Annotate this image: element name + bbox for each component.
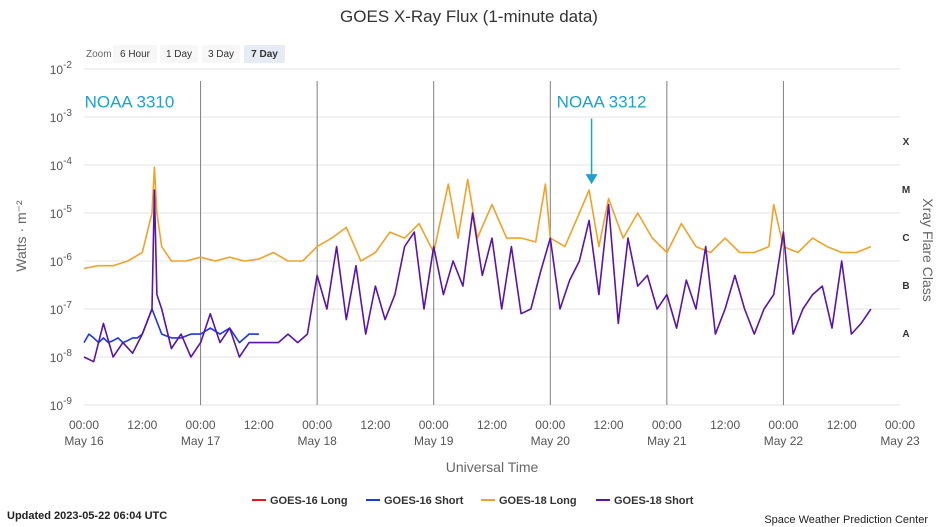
zoom-controls: Zoom 6 Hour 1 Day 3 Day 7 Day [86,45,285,63]
plot-series [83,166,872,363]
y-tick-label: 10-9 [50,396,73,413]
zoom-1-day-button[interactable]: 1 Day [160,45,198,63]
updated-timestamp: Updated 2023-05-22 06:04 UTC [7,510,167,522]
legend: GOES-16 Long GOES-16 Short GOES-18 Long GOE… [252,495,694,507]
x-tick-time-label: 00:00 [302,418,332,432]
y-tick-label: 10-8 [50,348,73,365]
x-axis-title: Universal Time [446,459,539,475]
x-tick-time-label: 00:00 [535,418,565,432]
legend-item-label: GOES-16 Long [270,495,348,507]
legend-item-label: GOES-18 Long [499,495,577,507]
flare-class-x: X [903,137,910,148]
y-tick-label: 10-6 [50,252,73,269]
series-goes-18-short [83,189,872,363]
series-goes-18-long [83,166,872,270]
x-tick-time-label: 00:00 [69,418,99,432]
annotation-label: NOAA 3312 [557,93,647,112]
flare-class-labels: X M C B A [902,137,910,340]
y-tick-label: 10-7 [50,300,73,317]
flare-class-m: M [902,185,910,196]
x-tick-time-label: 12:00 [127,418,157,432]
zoom-3-day-label: 3 Day [208,49,234,60]
x-tick-time-label: 00:00 [652,418,682,432]
zoom-6-hour-label: 6 Hour [120,49,151,60]
x-tick-time-label: 12:00 [360,418,390,432]
y-tick-label: 10-5 [50,204,73,221]
x-tick-time-label: 12:00 [244,418,274,432]
zoom-1-day-label: 1 Day [166,49,192,60]
flare-class-c: C [902,233,909,244]
y-tick-label: 10-2 [50,60,73,77]
x-tick-date-label: May 20 [531,434,571,448]
x-tick-time-label: 12:00 [477,418,507,432]
x-tick-time-label: 00:00 [419,418,449,432]
x-axis-ticks: 00:00 May 16 12:00 00:00 May 17 12:00 00:00 May… [64,418,920,448]
x-tick-time-label: 12:00 [594,418,624,432]
annotations: NOAA 3310 NOAA 3312 [85,93,647,185]
zoom-7-day-button[interactable]: 7 Day [244,45,285,63]
zoom-6-hour-button[interactable]: 6 Hour [113,45,157,63]
right-axis-title: Xray Flare Class [920,198,936,301]
flare-class-b: B [902,281,909,292]
flare-class-a: A [902,329,909,340]
y-tick-label: 10-4 [50,156,73,173]
chart-title: GOES X-Ray Flux (1-minute data) [340,7,598,26]
zoom-3-day-button[interactable]: 3 Day [202,45,240,63]
x-tick-date-label: May 17 [181,434,221,448]
x-tick-date-label: May 22 [764,434,804,448]
annotation-arrow-head [585,174,598,185]
y-axis-ticks: 10-2 10-3 10-4 10-5 10-6 10-7 10-8 10-9 [50,60,73,413]
x-tick-date-label: May 19 [414,434,454,448]
annotation-label: NOAA 3310 [85,93,175,112]
zoom-7-day-label: 7 Day [251,49,278,60]
legend-item-label: GOES-16 Short [384,495,464,507]
y-axis-title: Watts · m⁻² [13,200,29,272]
x-tick-date-label: May 16 [64,434,104,448]
x-tick-time-label: 00:00 [885,418,915,432]
plot-grid [84,68,900,406]
zoom-label: Zoom [86,49,112,60]
x-tick-date-label: May 21 [647,434,687,448]
x-tick-date-label: May 23 [880,434,920,448]
x-tick-date-label: May 18 [297,434,337,448]
x-tick-time-label: 12:00 [710,418,740,432]
x-tick-time-label: 00:00 [186,418,216,432]
x-tick-time-label: 00:00 [768,418,798,432]
legend-item-label: GOES-18 Short [614,495,694,507]
credit-text: Space Weather Prediction Center [764,514,928,526]
x-tick-time-label: 12:00 [827,418,857,432]
y-tick-label: 10-3 [50,108,73,125]
